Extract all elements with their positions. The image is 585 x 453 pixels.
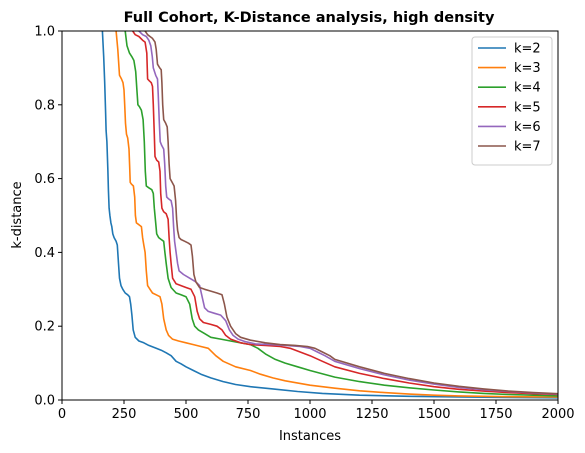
x-axis: 0 250 500 750 1000 1250 1500 1750 2000 — [58, 400, 575, 422]
y-tick-label: 1.0 — [34, 25, 55, 40]
y-tick-label: 0.2 — [34, 320, 55, 335]
x-tick-label: 1250 — [355, 407, 388, 422]
legend-label: k=2 — [514, 42, 541, 57]
x-tick-label: 1750 — [479, 407, 512, 422]
y-axis-label: k-distance — [10, 181, 25, 248]
legend-label: k=4 — [514, 81, 541, 96]
series-layer — [101, 31, 558, 399]
x-tick-label: 1500 — [417, 407, 450, 422]
y-tick-label: 0.8 — [34, 98, 55, 113]
x-tick-label: 500 — [174, 407, 199, 422]
x-tick-label: 1000 — [293, 407, 326, 422]
legend-box — [471, 36, 553, 166]
chart-title: Full Cohort, K-Distance analysis, high d… — [124, 10, 495, 26]
series-line-k-3 — [115, 31, 558, 398]
y-tick-label: 0.6 — [34, 172, 55, 187]
x-tick-label: 0 — [58, 407, 66, 422]
x-tick-label: 2000 — [541, 407, 574, 422]
legend-label: k=3 — [514, 61, 541, 76]
y-tick-label: 0.4 — [34, 246, 55, 261]
series-line-k-7 — [144, 31, 558, 395]
series-line-k-5 — [131, 31, 558, 396]
legend-label: k=7 — [514, 140, 541, 155]
y-axis: 0.0 0.2 0.4 0.6 0.8 1.0 — [34, 25, 62, 409]
legend: k=2 k=3 k=4 k=5 k=6 k=7 — [471, 36, 553, 166]
y-tick-label: 0.0 — [34, 394, 55, 409]
legend-label: k=6 — [514, 120, 541, 135]
legend-label: k=5 — [514, 100, 541, 115]
x-axis-label: Instances — [279, 429, 341, 444]
x-tick-label: 750 — [236, 407, 261, 422]
x-tick-label: 250 — [112, 407, 137, 422]
series-line-k-4 — [124, 31, 558, 397]
series-line-k-2 — [101, 31, 558, 399]
